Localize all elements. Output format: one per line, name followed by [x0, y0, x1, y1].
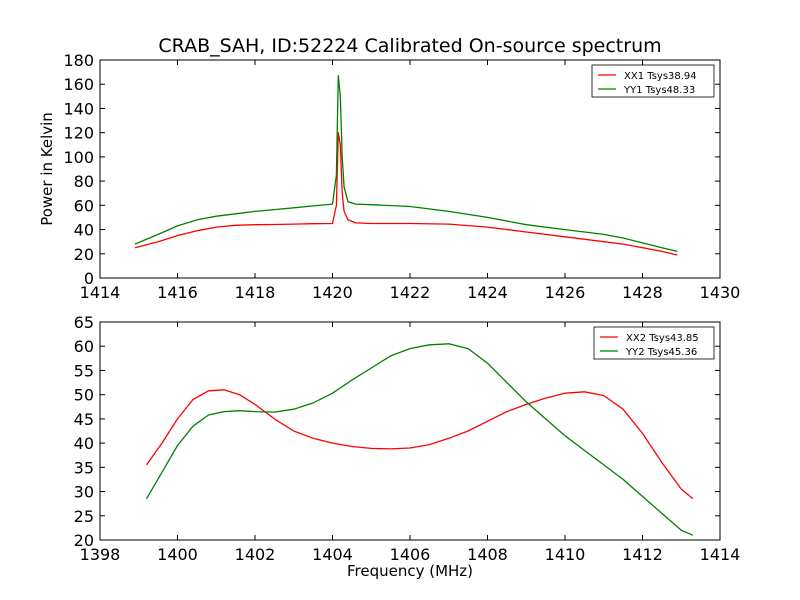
top-chart-panel: CRAB_SAH, ID:52224 Calibrated On-source …: [38, 35, 740, 302]
legend-entry: XX2 Tsys43.85: [626, 333, 699, 344]
y-tick-label: 40: [74, 434, 94, 453]
y-axis-label: Power in Kelvin: [38, 112, 56, 226]
legend: XX2 Tsys43.85 YY2 Tsys45.36: [593, 326, 715, 360]
x-axis-label: Frequency (MHz): [347, 562, 473, 580]
series-line-xx: [145, 389, 694, 500]
x-tick-label: 1406: [390, 545, 431, 564]
legend-entry: YY1 Tsys48.33: [623, 85, 695, 96]
x-tick-label: 1426: [545, 283, 586, 302]
x-tick-label: 1422: [390, 283, 431, 302]
chart-title: CRAB_SAH, ID:52224 Calibrated On-source …: [158, 35, 661, 57]
y-tick-label: 20: [74, 245, 94, 264]
y-tick-label: 65: [74, 313, 94, 332]
x-tick-label: 1404: [312, 545, 353, 564]
x-tick-label: 1424: [467, 283, 508, 302]
x-tick-label: 1418: [235, 283, 276, 302]
x-tick-label: 1414: [80, 283, 121, 302]
x-tick-label: 1410: [545, 545, 586, 564]
y-tick-label: 180: [63, 51, 94, 70]
x-tick-label: 1414: [700, 545, 741, 564]
series-line-yy: [145, 343, 694, 536]
y-tick-label: 25: [74, 507, 94, 526]
legend-box: [591, 64, 715, 98]
x-tick-label: 1416: [157, 283, 198, 302]
legend-entry: YY2 Tsys45.36: [625, 347, 697, 358]
y-tick-label: 100: [63, 148, 94, 167]
x-tick-label: 1398: [80, 545, 121, 564]
x-tick-label: 1402: [235, 545, 276, 564]
bottom-chart-panel: 1398 1400 1402 1404 1406 1408 1410 1412 1414 20 25…: [74, 313, 741, 580]
y-tick-label: 35: [74, 458, 94, 477]
y-tick-label: 120: [63, 124, 94, 143]
y-tick-label: 160: [63, 75, 94, 94]
x-tick-label: 1400: [157, 545, 198, 564]
y-tick-label: 20: [74, 531, 94, 550]
x-tick-label: 1430: [700, 283, 741, 302]
y-tick-label: 55: [74, 361, 94, 380]
y-tick-label: 60: [74, 337, 94, 356]
legend-entry: XX1 Tsys38.94: [624, 71, 697, 82]
x-tick-label: 1408: [467, 545, 508, 564]
x-tick-label: 1428: [622, 283, 663, 302]
y-tick-label: 50: [74, 386, 94, 405]
series-line-xx: [134, 132, 678, 256]
y-tick-label: 30: [74, 483, 94, 502]
y-tick-label: 60: [74, 196, 94, 215]
y-tick-label: 45: [74, 410, 94, 429]
y-tick-label: 40: [74, 221, 94, 240]
series-line-yy: [134, 75, 678, 253]
x-tick-label: 1412: [622, 545, 663, 564]
y-tick-label: 0: [84, 269, 94, 288]
y-tick-label: 80: [74, 172, 94, 191]
y-tick-label: 140: [63, 99, 94, 118]
legend-box: [593, 326, 715, 360]
x-tick-label: 1420: [312, 283, 353, 302]
legend: XX1 Tsys38.94 YY1 Tsys48.33: [591, 64, 715, 98]
